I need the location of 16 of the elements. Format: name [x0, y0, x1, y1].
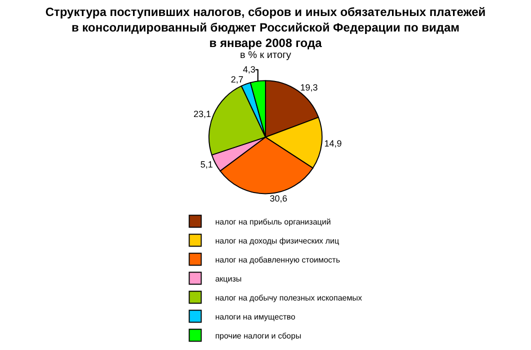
- legend-label: прочие налоги и сборы: [215, 331, 302, 340]
- data-label: 30,6: [270, 194, 288, 204]
- data-label: 19,3: [300, 82, 318, 92]
- data-label: 5,1: [200, 159, 213, 170]
- legend-label: налог на прибыль организаций: [215, 217, 331, 226]
- legend-label: налог на добавленную стоимость: [215, 255, 340, 264]
- chart-title: Структура поступивших налогов, сборов и иных обязательных платежей в консолидированный бюджет Российской Федерации по видам в январе 2008 года: [45, 4, 486, 50]
- legend-label: налог на доходы физических лиц: [215, 236, 340, 246]
- data-label: 23,1: [194, 109, 212, 120]
- data-label: 2,7: [230, 74, 244, 85]
- legend-label: акцизы: [215, 274, 242, 284]
- data-label: 14,9: [324, 138, 342, 148]
- legend-label: налоги на имущество: [215, 312, 296, 322]
- legend-label: налог на добычу полезных ископаемых: [215, 293, 362, 302]
- data-label: 4,3: [242, 64, 256, 75]
- chart-subtitle: в % к итогу: [240, 50, 292, 61]
